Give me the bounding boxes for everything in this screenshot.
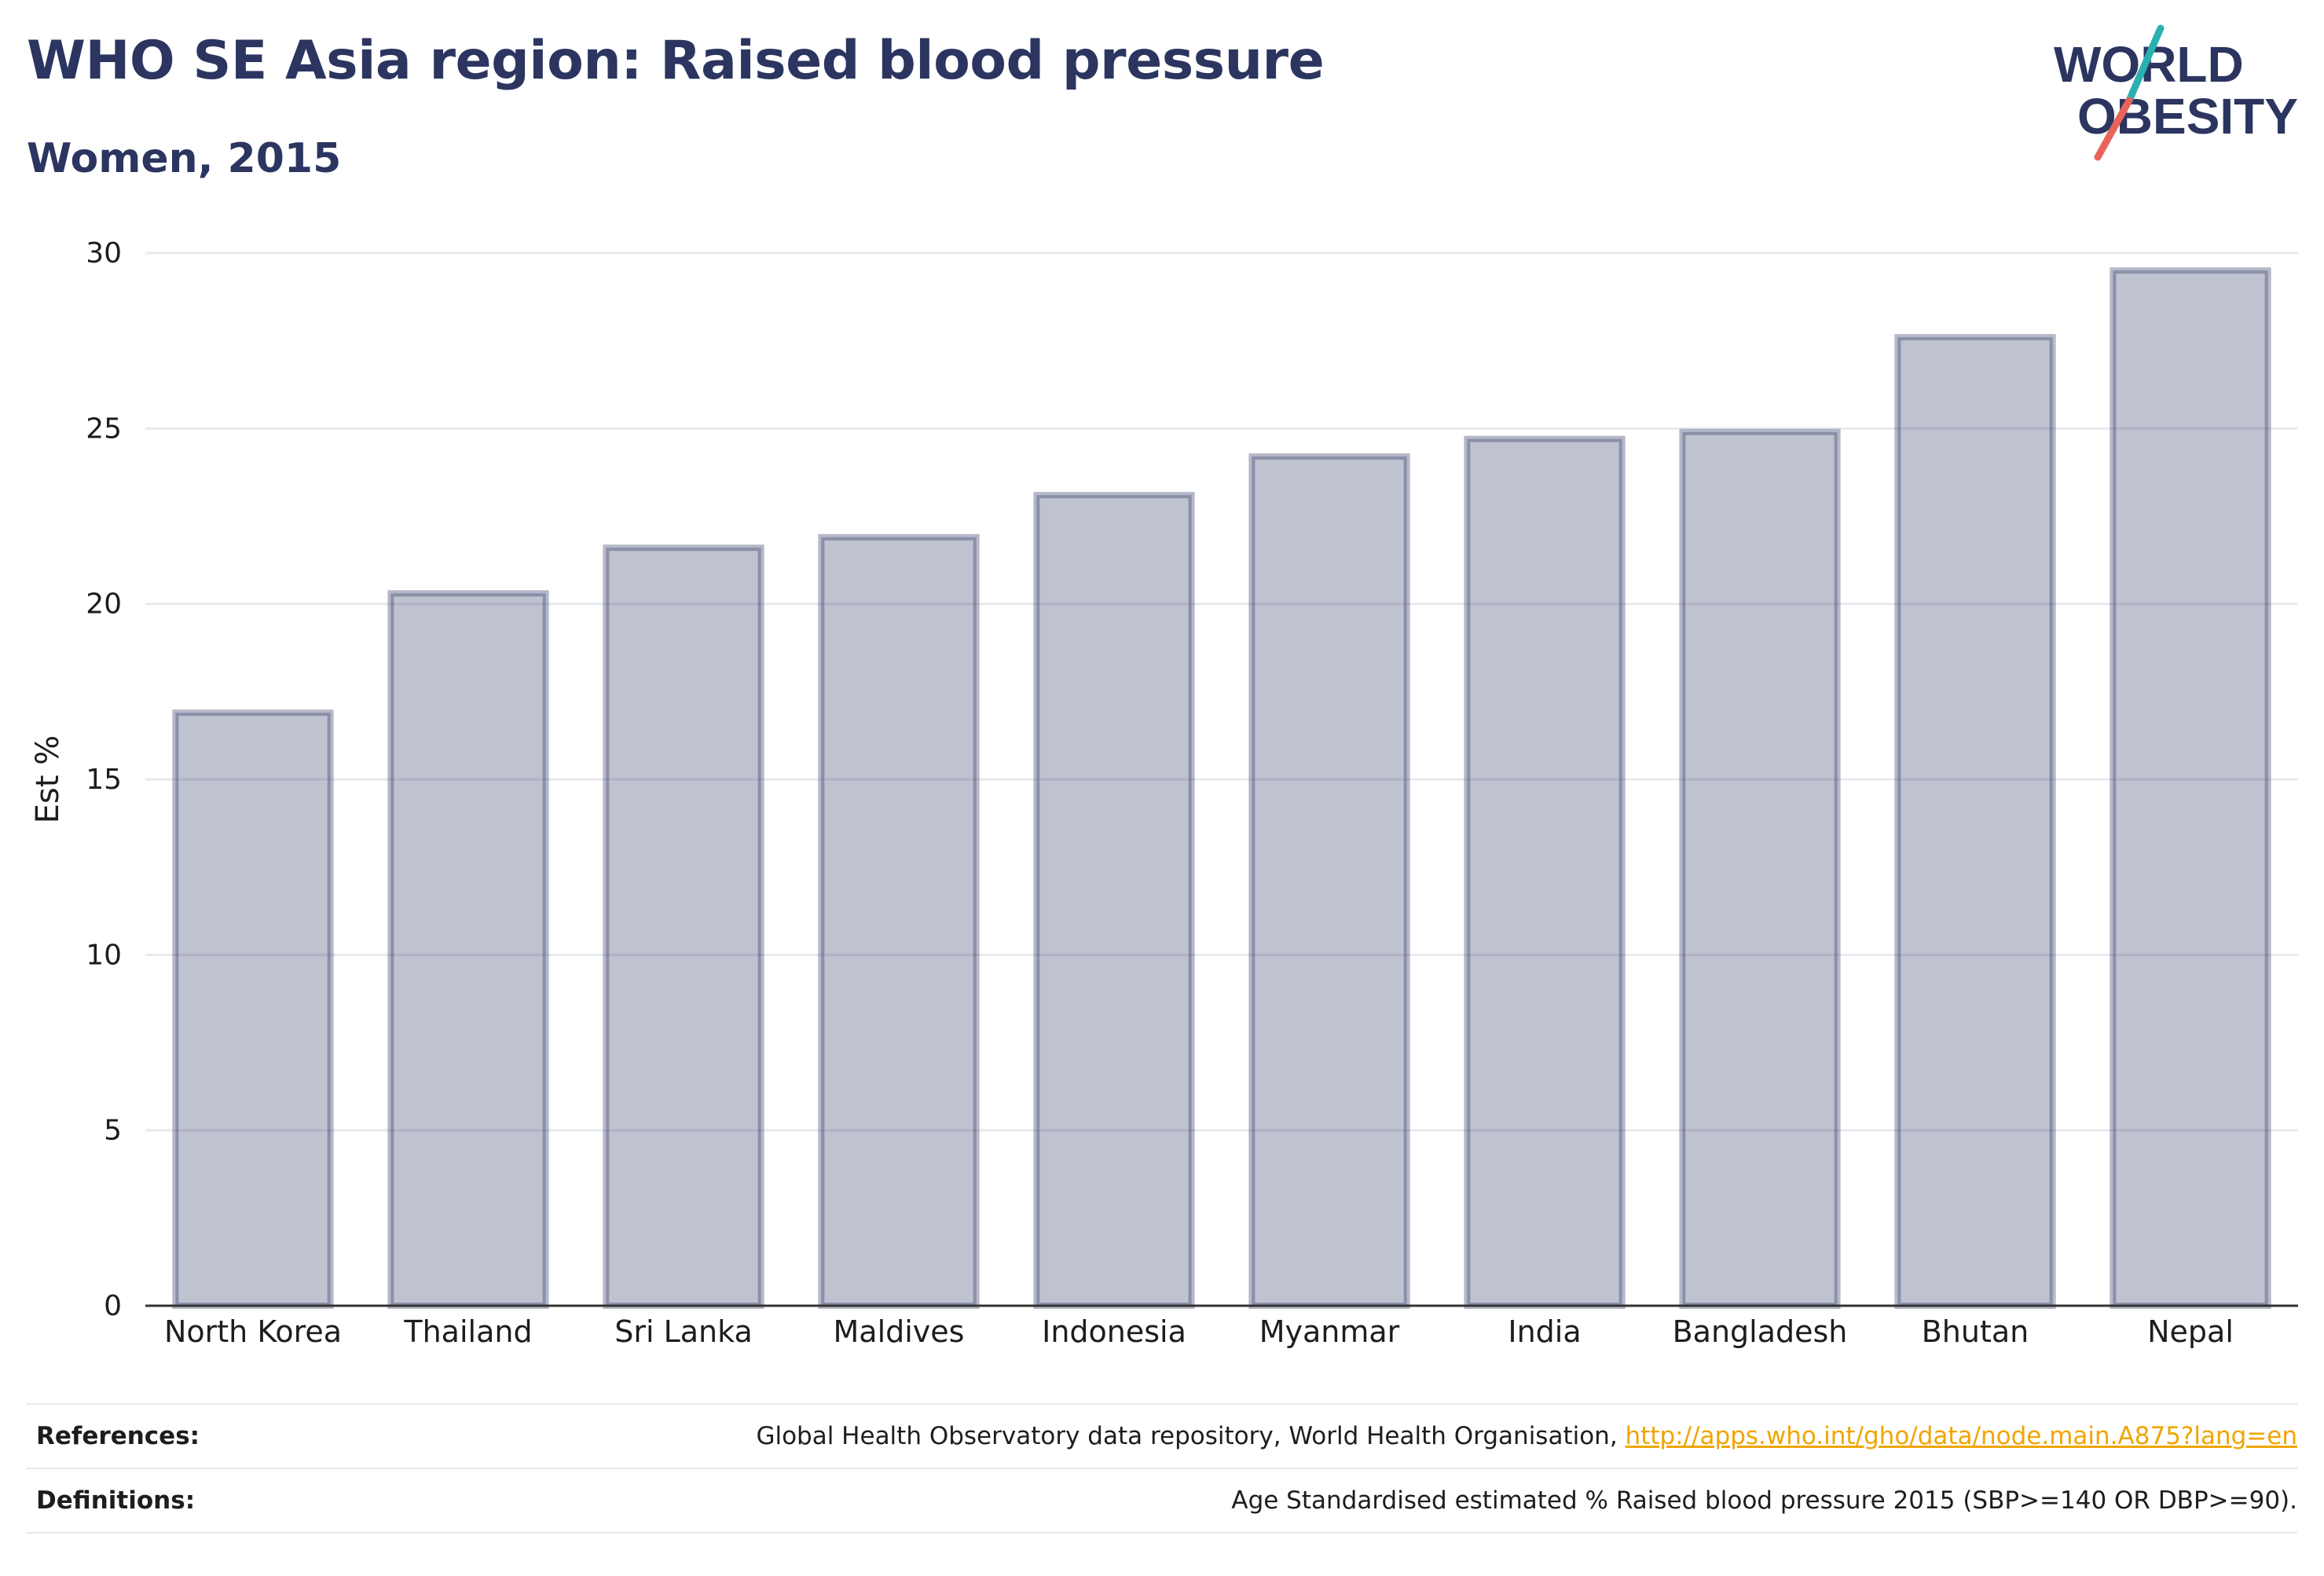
- definitions-row: Definitions: Age Standardised estimated …: [27, 1469, 2297, 1532]
- bar-thailand: [387, 590, 549, 1309]
- x-tick-label: Maldives: [834, 1314, 965, 1349]
- references-value: Global Health Observatory data repositor…: [756, 1422, 2297, 1450]
- world-obesity-logo: WORLD OBESITY: [2054, 24, 2298, 161]
- x-tick-label: Thailand: [403, 1314, 532, 1349]
- chart-title: WHO SE Asia region: Raised blood pressur…: [27, 30, 1325, 92]
- logo-slash-teal: [2125, 24, 2165, 104]
- chart-subtitle: Women, 2015: [27, 135, 342, 182]
- bar-indonesia: [1033, 492, 1195, 1310]
- bar-sri-lanka: [603, 544, 764, 1309]
- footer-divider-top: [27, 1403, 2297, 1405]
- footer: References: Global Health Observatory da…: [27, 1403, 2297, 1537]
- bar-bhutan: [1894, 334, 2056, 1310]
- bar-north-korea: [172, 709, 334, 1309]
- bar-chart: 0 5 10 15 20 25 30 North Korea Thailand Sri Lanka…: [30, 237, 2298, 1349]
- x-tick-label: Indonesia: [1042, 1314, 1186, 1349]
- bar-india: [1464, 435, 1626, 1310]
- x-tick-label: Bhutan: [1922, 1314, 2029, 1349]
- y-tick-label: 0: [104, 1290, 122, 1322]
- references-text: Global Health Observatory data repositor…: [756, 1422, 1626, 1450]
- definitions-label: Definitions:: [36, 1486, 196, 1515]
- axes: 0 5 10 15 20 25 30 North Korea Thailand Sri Lanka…: [86, 237, 2298, 1349]
- bars: [172, 267, 2271, 1310]
- x-tick-label: North Korea: [164, 1314, 342, 1349]
- bar-bangladesh: [1679, 428, 1841, 1309]
- x-tick-label: Nepal: [2147, 1314, 2234, 1349]
- definitions-value: Age Standardised estimated % Raised bloo…: [1231, 1486, 2297, 1515]
- y-tick-label: 30: [86, 237, 122, 269]
- logo-slash-coral: [2094, 97, 2133, 161]
- bar-myanmar: [1248, 453, 1410, 1309]
- x-tick-label: India: [1508, 1314, 1581, 1349]
- references-row: References: Global Health Observatory da…: [27, 1405, 2297, 1468]
- y-tick-label: 5: [104, 1115, 122, 1147]
- gridlines: [145, 251, 2298, 1132]
- references-link[interactable]: http://apps.who.int/gho/data/node.main.A…: [1625, 1422, 2297, 1450]
- y-tick-label: 10: [86, 939, 122, 971]
- logo-text-obesity: OBESITY: [2077, 88, 2298, 145]
- y-tick-label: 15: [86, 764, 122, 796]
- y-axis-title: Est %: [30, 735, 66, 824]
- bar-maldives: [818, 533, 980, 1309]
- y-tick-label: 25: [86, 412, 122, 445]
- x-tick-label: Bangladesh: [1673, 1314, 1848, 1349]
- footer-divider-bottom: [27, 1532, 2297, 1534]
- footer-divider-middle: [27, 1468, 2297, 1469]
- references-label: References:: [36, 1422, 200, 1450]
- x-tick-label: Sri Lanka: [614, 1314, 753, 1349]
- x-tick-label: Myanmar: [1259, 1314, 1400, 1349]
- y-tick-label: 20: [86, 588, 122, 621]
- bar-nepal: [2110, 267, 2271, 1309]
